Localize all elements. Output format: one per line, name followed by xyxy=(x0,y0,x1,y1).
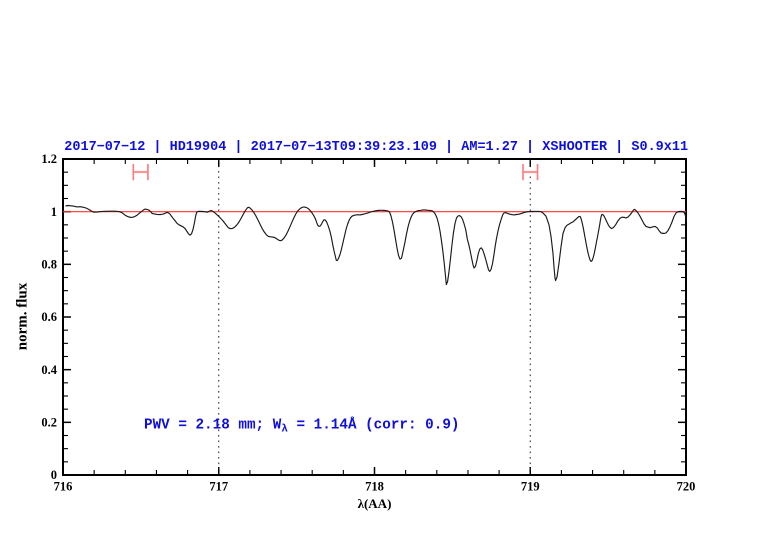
svg-text:719: 719 xyxy=(521,480,540,494)
svg-text:1: 1 xyxy=(51,205,57,219)
svg-text:λ(AA): λ(AA) xyxy=(358,496,392,511)
svg-text:0.4: 0.4 xyxy=(41,363,57,377)
svg-text:717: 717 xyxy=(209,480,228,494)
svg-text:0: 0 xyxy=(51,468,57,482)
svg-text:2017−07−12 | HD19904 | 2017−07: 2017−07−12 | HD19904 | 2017−07−13T09:39:… xyxy=(64,140,688,155)
svg-text:0.8: 0.8 xyxy=(41,258,57,272)
svg-text:0.6: 0.6 xyxy=(41,310,57,324)
svg-text:1.2: 1.2 xyxy=(41,152,57,166)
svg-text:716: 716 xyxy=(54,480,73,494)
svg-text:718: 718 xyxy=(365,480,384,494)
svg-text:norm. flux: norm. flux xyxy=(15,282,31,350)
svg-text:720: 720 xyxy=(677,480,696,494)
svg-text:PWV = 2.18 mm; Wλ = 1.14Å (cor: PWV = 2.18 mm; Wλ = 1.14Å (corr: 0.9) xyxy=(144,416,459,435)
svg-text:0.2: 0.2 xyxy=(41,416,57,430)
